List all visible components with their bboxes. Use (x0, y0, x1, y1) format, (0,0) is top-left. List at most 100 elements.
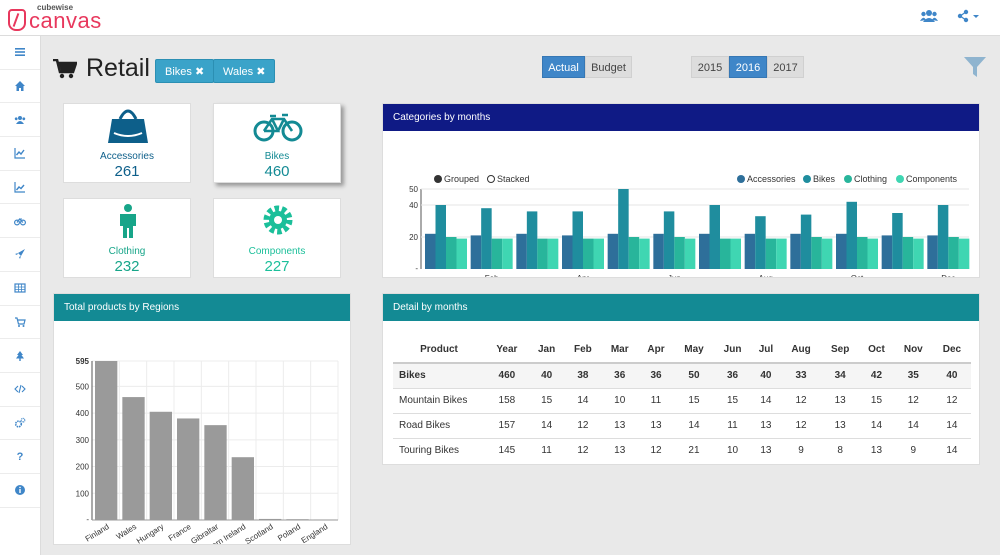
sidebar-item-tree[interactable] (0, 339, 40, 373)
bar-clothing-dec[interactable] (948, 237, 959, 269)
bar-accessories-oct[interactable] (836, 233, 847, 269)
bar-clothing-jul[interactable] (720, 238, 731, 269)
sidebar-item-bikes[interactable] (0, 204, 40, 239)
bar-components-jan[interactable] (456, 238, 468, 269)
bar-clothing-nov[interactable] (902, 237, 914, 269)
cubewise-canvas-logo[interactable]: cubewise canvas (8, 3, 118, 33)
bar-bikes-jun[interactable] (663, 211, 675, 269)
legend-label-accessories: Accessories (747, 174, 796, 184)
bar-components-sep[interactable] (821, 238, 833, 269)
bar-accessories-may[interactable] (607, 233, 619, 269)
bar-bikes-nov[interactable] (892, 213, 903, 269)
bar-bikes-feb[interactable] (481, 208, 492, 269)
sidebar-item-help[interactable]: ? (0, 440, 40, 474)
legend-marker-clothing[interactable] (844, 175, 852, 183)
bar-accessories-mar[interactable] (516, 233, 527, 269)
sidebar-item-code[interactable] (0, 373, 40, 407)
filter-icon[interactable] (963, 55, 987, 79)
bar-england[interactable] (313, 519, 336, 521)
kpi-card-clothing[interactable]: Clothing 232 (63, 198, 191, 278)
bar-bikes-apr[interactable] (572, 211, 584, 269)
bar-finland[interactable] (95, 361, 118, 520)
sidebar-item-table[interactable] (0, 272, 40, 306)
filter-tag-bikes[interactable]: Bikes ✖ (155, 59, 215, 83)
bar-components-feb[interactable] (502, 238, 513, 269)
table-row[interactable]: Touring Bikes 145 11 12 13 12 21 10 13 9 8 13 9 14 (393, 437, 971, 463)
bar-northern-ireland[interactable] (231, 457, 254, 520)
table-row[interactable]: Bikes 460 40 38 36 36 50 36 40 33 34 42 35 40 (393, 362, 971, 388)
share-icon[interactable] (955, 9, 983, 27)
table-row[interactable]: Mountain Bikes 158 15 14 10 11 15 15 14 12 13 15 12 1… (393, 387, 971, 413)
bar-components-aug[interactable] (776, 238, 787, 269)
product-name-cell: Bikes (393, 362, 485, 388)
bar-accessories-jun[interactable] (653, 233, 664, 269)
filter-tag-wales[interactable]: Wales ✖ (213, 59, 276, 83)
bar-bikes-jan[interactable] (435, 205, 447, 269)
sidebar-item-line-chart[interactable] (0, 137, 40, 171)
column-header: Aug (780, 336, 822, 364)
bar-wales[interactable] (122, 397, 145, 520)
year-2016-button[interactable]: 2016 (729, 56, 767, 78)
sidebar-item-cart[interactable] (0, 306, 40, 340)
bar-bikes-may[interactable] (618, 189, 629, 269)
bar-components-mar[interactable] (547, 238, 559, 269)
bar-accessories-dec[interactable] (927, 235, 938, 269)
grouped-radio[interactable] (434, 175, 442, 183)
sidebar-item-info[interactable] (0, 474, 40, 508)
bar-accessories-nov[interactable] (881, 235, 893, 269)
sidebar-item-rocket[interactable] (0, 238, 40, 272)
bar-accessories-sep[interactable] (790, 233, 801, 269)
bar-bikes-sep[interactable] (800, 214, 812, 269)
bar-gibraltar[interactable] (204, 425, 227, 520)
scenario-actual-button[interactable]: Actual (542, 56, 585, 78)
bar-bikes-dec[interactable] (937, 205, 949, 269)
bar-france[interactable] (177, 418, 200, 520)
bar-components-jul[interactable] (730, 238, 742, 269)
bar-components-oct[interactable] (867, 238, 879, 269)
bar-accessories-jan[interactable] (425, 233, 436, 269)
bar-clothing-apr[interactable] (583, 238, 594, 269)
bar-components-jun[interactable] (684, 238, 696, 269)
year-2015-button[interactable]: 2015 (691, 56, 729, 78)
bar-components-dec[interactable] (958, 238, 970, 269)
bar-accessories-jul[interactable] (699, 233, 710, 269)
legend-marker-accessories[interactable] (737, 175, 745, 183)
bar-bikes-aug[interactable] (755, 216, 766, 269)
scenario-budget-button[interactable]: Budget (585, 56, 632, 78)
bar-clothing-jan[interactable] (446, 237, 457, 269)
legend-marker-bikes[interactable] (803, 175, 811, 183)
sidebar-item-menu[interactable] (0, 36, 40, 70)
year-2017-button[interactable]: 2017 (767, 56, 804, 78)
bar-bikes-jul[interactable] (709, 205, 721, 269)
bar-bikes-mar[interactable] (526, 211, 538, 269)
value-cell: 9 (780, 437, 822, 463)
bar-components-may[interactable] (639, 238, 650, 269)
bar-accessories-feb[interactable] (470, 235, 482, 269)
bar-clothing-aug[interactable] (765, 238, 777, 269)
bar-hungary[interactable] (149, 411, 172, 520)
bar-clothing-may[interactable] (628, 237, 640, 269)
kpi-card-accessories[interactable]: Accessories 261 (63, 103, 191, 183)
sidebar-item-area-chart[interactable] (0, 171, 40, 205)
users-icon[interactable] (918, 9, 940, 27)
kpi-card-components[interactable]: Components 227 (213, 198, 341, 278)
kpi-card-bikes[interactable]: Bikes 460 (213, 103, 341, 183)
bar-components-nov[interactable] (913, 238, 924, 269)
bar-components-apr[interactable] (593, 238, 605, 269)
bar-clothing-sep[interactable] (811, 237, 822, 269)
sidebar-item-users[interactable] (0, 103, 40, 138)
bar-accessories-aug[interactable] (744, 233, 756, 269)
bar-clothing-mar[interactable] (537, 238, 548, 269)
sidebar-item-home[interactable] (0, 70, 40, 104)
stacked-radio[interactable] (487, 175, 495, 183)
bar-poland[interactable] (286, 519, 309, 521)
legend-marker-components[interactable] (896, 175, 904, 183)
bar-clothing-feb[interactable] (491, 238, 503, 269)
sidebar-item-settings[interactable] (0, 407, 40, 441)
table-row[interactable]: Road Bikes 157 14 12 13 13 14 11 13 12 13 14 14 14 (393, 412, 971, 438)
bar-bikes-oct[interactable] (846, 201, 858, 269)
bar-clothing-jun[interactable] (674, 237, 685, 269)
bar-scotland[interactable] (259, 518, 282, 520)
bar-accessories-apr[interactable] (562, 235, 573, 269)
bar-clothing-oct[interactable] (857, 237, 868, 269)
